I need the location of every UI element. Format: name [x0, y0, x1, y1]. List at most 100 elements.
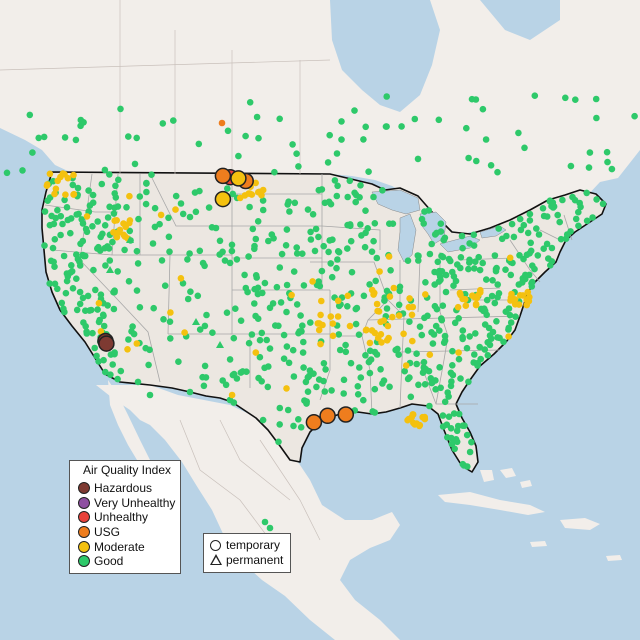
cuba	[438, 492, 545, 515]
sensor-dot	[128, 328, 135, 335]
sensor-dot	[463, 124, 470, 132]
sensor-triangle	[126, 236, 134, 243]
legend-item-good: Good	[78, 554, 176, 569]
sensor-dot	[315, 186, 323, 194]
sensor-dot	[290, 422, 297, 430]
sensor-dot	[368, 248, 376, 255]
sensor-dot	[439, 302, 447, 310]
sensor-dot	[295, 416, 302, 423]
sensor-dot	[344, 292, 352, 300]
sensor-dot	[459, 422, 467, 430]
sensor-dot	[52, 185, 60, 193]
sensor-dot	[112, 182, 119, 190]
sensor-dot	[505, 324, 512, 332]
sensor-dot	[334, 313, 342, 320]
sensor-dot	[328, 387, 335, 394]
sensor-dot	[386, 220, 393, 227]
sensor-marker-moderate	[214, 190, 232, 208]
sensor-dot	[476, 266, 484, 274]
sensor-dot	[181, 329, 188, 336]
sensor-dot	[170, 117, 177, 124]
mexico-borders	[179, 419, 321, 541]
sensor-dot	[523, 301, 530, 309]
hudson-bay	[330, 0, 440, 112]
sensor-dot	[421, 208, 428, 215]
sensor-dot	[376, 268, 383, 275]
sensor-dot	[117, 367, 125, 375]
hispaniola	[560, 518, 600, 530]
sensor-dot	[608, 165, 616, 173]
sensor-marker-hazardous	[98, 335, 115, 352]
sensor-dot	[381, 294, 389, 301]
sensor-dot	[266, 345, 274, 352]
sensor-dot	[451, 445, 459, 453]
sensor-dot	[228, 241, 236, 249]
sensor-dot	[255, 134, 262, 142]
sensor-dot	[303, 398, 311, 405]
sensor-dot	[418, 331, 426, 339]
sensor-dot	[406, 295, 413, 302]
sensor-dot	[93, 352, 100, 360]
sensor-dot	[317, 311, 324, 319]
sensor-triangle	[106, 266, 114, 273]
sensor-dot	[354, 383, 362, 390]
legend-label: Good	[94, 554, 124, 569]
sensor-dot	[402, 362, 410, 369]
legend-item-very-unhealthy: Very Unhealthy	[78, 496, 176, 511]
sensor-dot	[360, 396, 367, 404]
sensor-dot	[95, 318, 103, 326]
sensor-dot	[288, 291, 295, 299]
sensor-dot	[172, 206, 179, 213]
sensor-dot	[422, 291, 429, 298]
sensor-dot	[203, 311, 210, 319]
sensor-dot	[421, 381, 429, 388]
sensor-dot	[395, 301, 403, 309]
sensor-dot	[437, 220, 445, 227]
sensor-dot	[126, 227, 134, 235]
sensor-dot	[254, 284, 262, 292]
sensor-dot	[307, 228, 314, 236]
sensor-dot	[428, 329, 435, 336]
sensor-dot	[99, 311, 107, 319]
sensor-dot	[511, 301, 519, 308]
sensor-dot	[295, 163, 302, 170]
sensor-dot	[111, 349, 118, 356]
sensor-dot	[493, 318, 500, 325]
sensor-dot	[290, 268, 298, 275]
sensor-dot	[331, 177, 339, 184]
sensor-dot	[297, 312, 304, 319]
sensor-dot	[480, 307, 487, 315]
sensor-dot	[483, 276, 490, 283]
sensor-dot	[415, 381, 422, 389]
sensor-dot	[102, 368, 109, 376]
sensor-dot	[373, 254, 381, 262]
legend-item-unhealthy: Unhealthy	[78, 510, 176, 525]
sensor-dot	[631, 112, 638, 120]
sensor-dot	[556, 218, 563, 226]
sensor-dot	[486, 341, 494, 349]
sensor-dot	[224, 185, 231, 192]
sensor-dot	[361, 243, 369, 251]
sensor-dot	[85, 187, 92, 194]
sensor-dot	[95, 299, 103, 307]
sensor-dot	[208, 224, 216, 231]
sensor-dot	[196, 326, 204, 333]
legend-swatch-icon	[78, 511, 90, 524]
sensor-dot	[512, 313, 519, 321]
sensor-dot	[86, 307, 93, 314]
sensor-dot	[443, 421, 451, 429]
sensor-dot	[172, 192, 180, 200]
sensor-dot	[26, 111, 34, 119]
sensor-dot	[251, 300, 258, 307]
sensor-dot	[380, 317, 388, 324]
sensor-dot	[487, 162, 495, 169]
sensor-dot	[535, 231, 543, 238]
sensor-dot	[46, 280, 53, 287]
sensor-dot	[488, 292, 496, 300]
sensor-dot	[229, 190, 237, 198]
sensor-dot	[54, 285, 61, 293]
sensor-dot	[245, 253, 252, 260]
sensor-dot	[78, 216, 85, 223]
sensor-dot	[60, 252, 68, 260]
sensor-dot	[548, 244, 556, 252]
